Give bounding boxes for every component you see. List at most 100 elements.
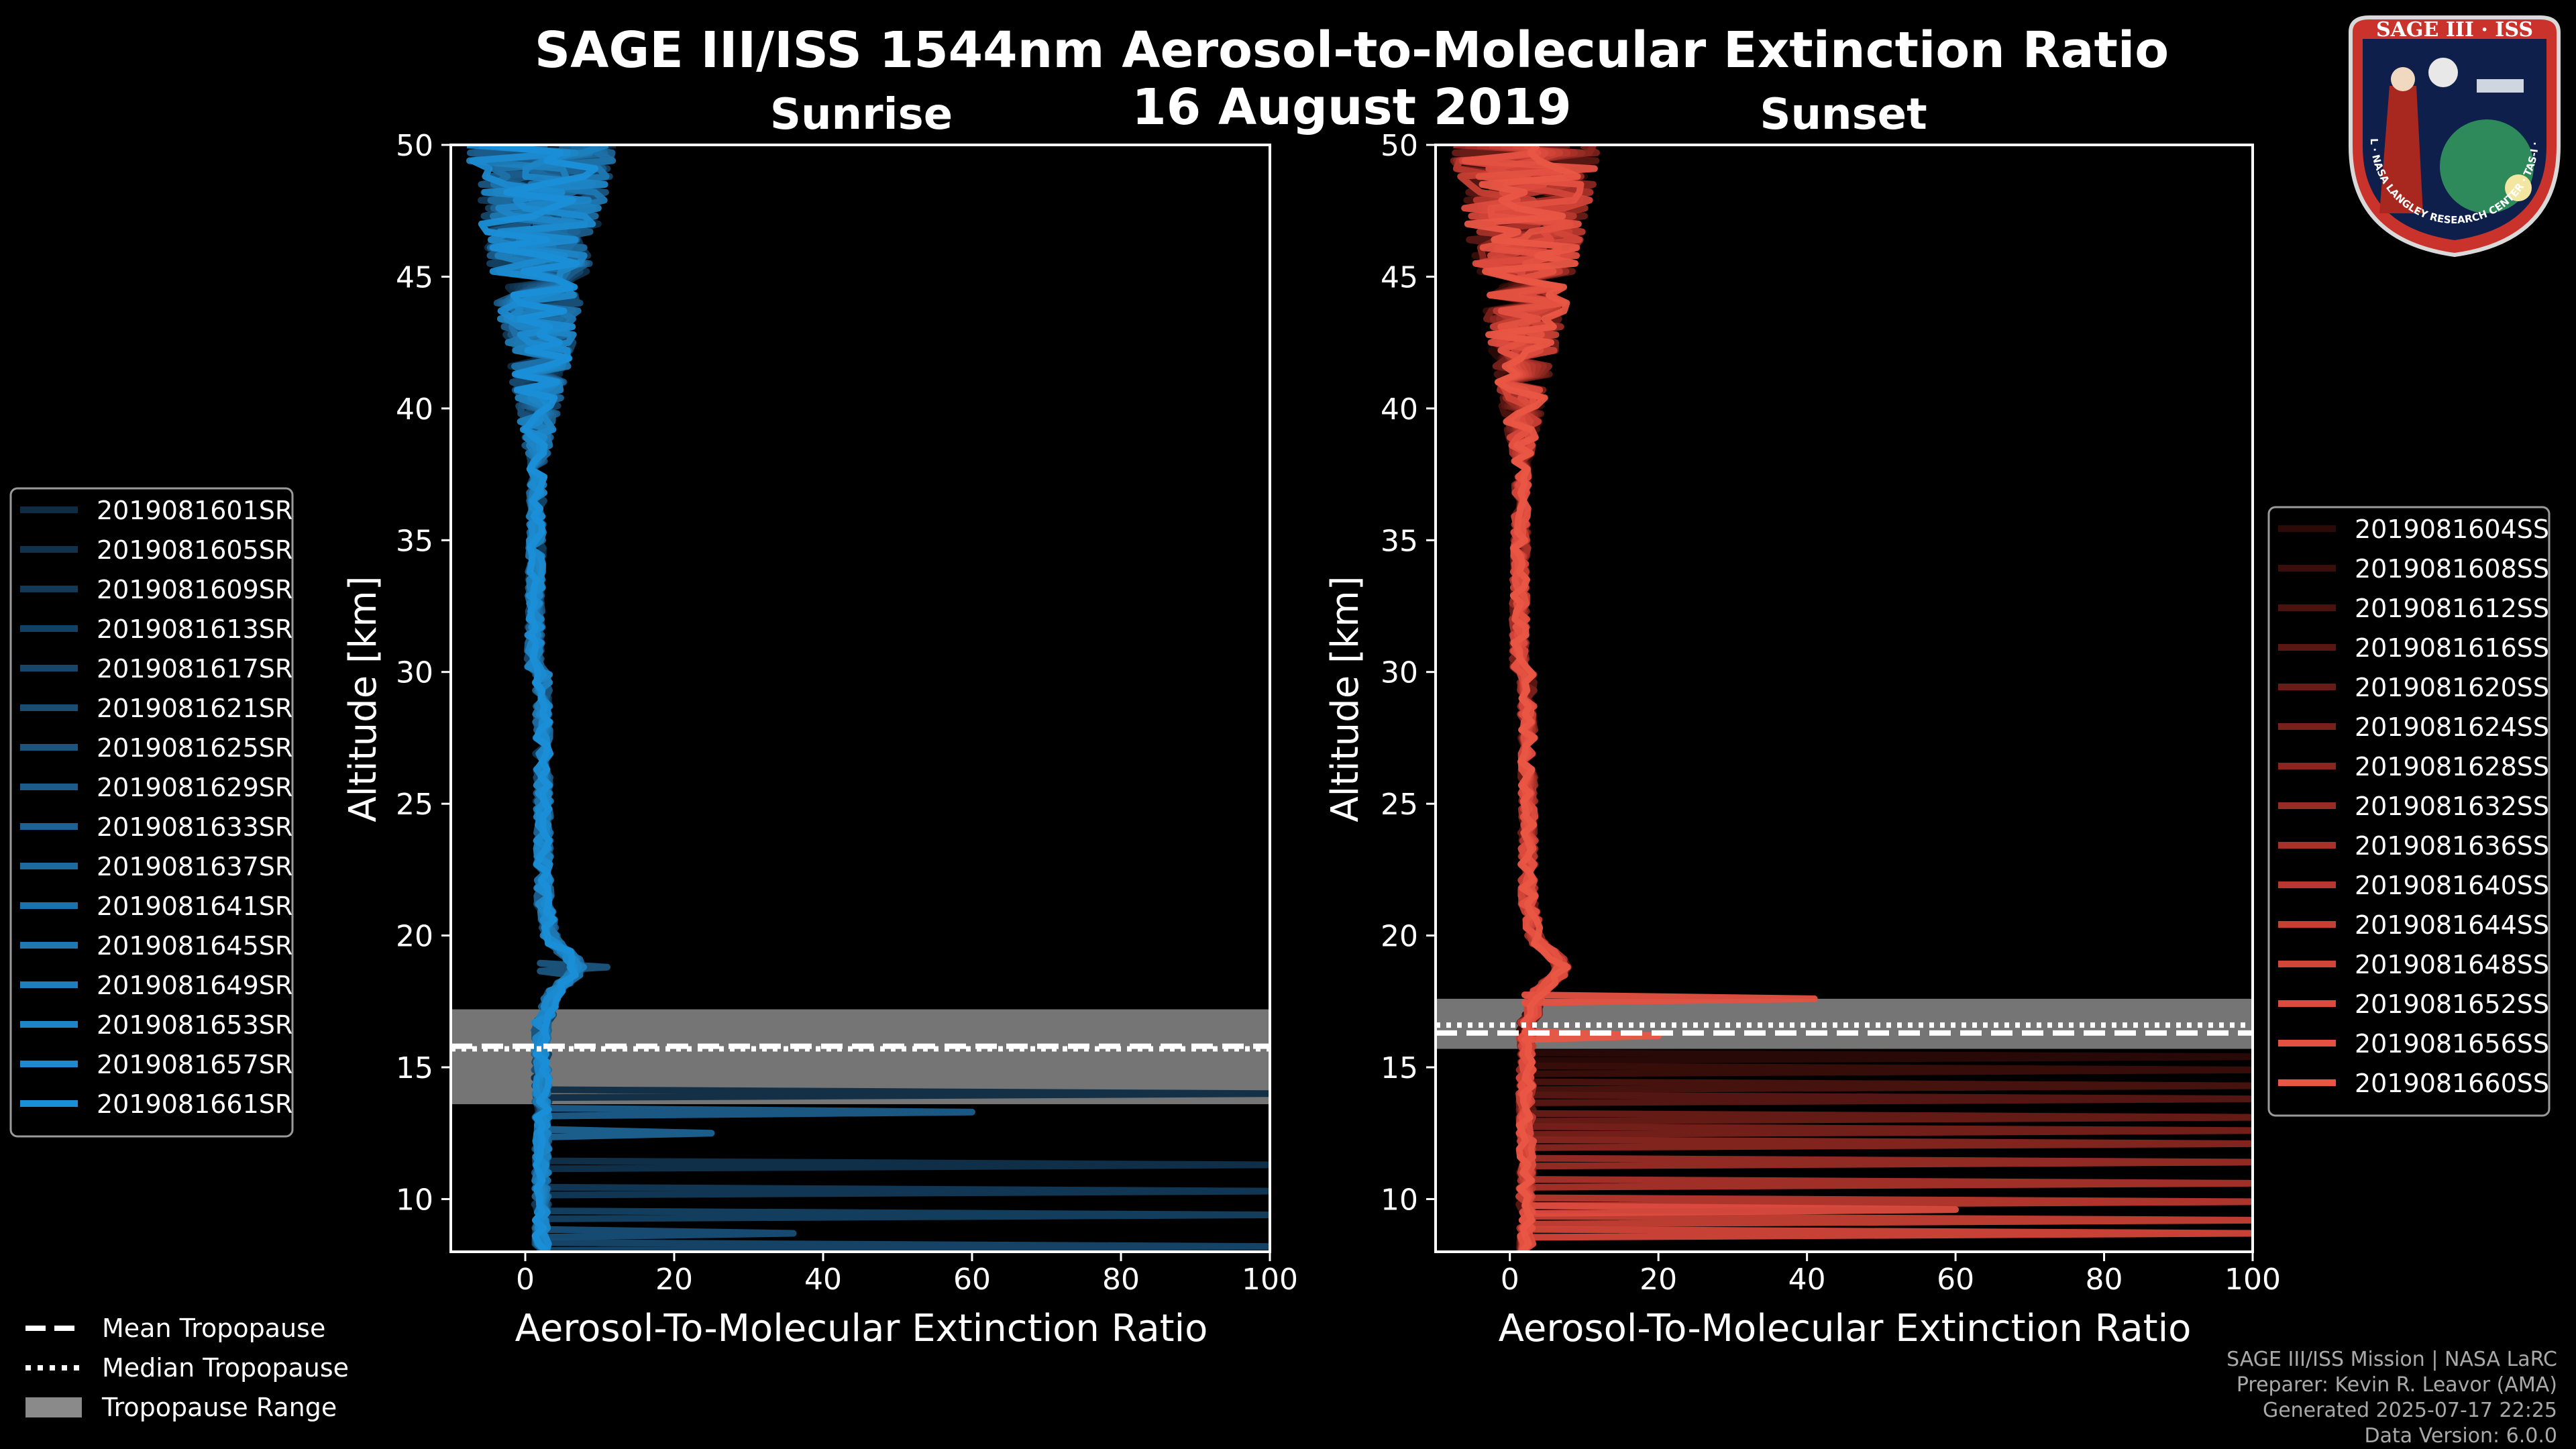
x-tick-label: 60	[1937, 1263, 1974, 1297]
wizard-figure-icon	[2379, 86, 2423, 213]
sun-icon	[2505, 174, 2532, 201]
x-tick-label: 20	[1640, 1263, 1677, 1297]
legend-item: 2019081656SS	[2355, 1029, 2549, 1059]
x-tick-label: 0	[516, 1263, 535, 1297]
legend-item: 2019081612SS	[2355, 594, 2549, 623]
profile-2019081612SS	[1463, 145, 2253, 1252]
legend-item: 2019081601SR	[97, 496, 292, 525]
y-tick-label: 30	[1381, 656, 1418, 690]
legend-item: 2019081617SR	[97, 654, 292, 684]
y-tick-label: 40	[1381, 392, 1418, 427]
sage-iii-iss-logo: SAGE III · ISS BALL · NASA LANGLEY RESEA…	[2343, 12, 2561, 258]
x-tick-label: 100	[2224, 1263, 2281, 1297]
median-tropopause-label: Median Tropopause	[102, 1353, 349, 1383]
legend-item: 2019081637SR	[97, 852, 292, 881]
x-tick-label: 40	[804, 1263, 842, 1297]
tropopause-legend: Mean Tropopause Median Tropopause Tropop…	[25, 1313, 349, 1422]
wizard-head-icon	[2391, 67, 2415, 91]
tropopause-range-label: Tropopause Range	[101, 1393, 337, 1422]
legend-item: 2019081609SR	[97, 575, 292, 604]
sunset-ticks: 0 20 40 60 80 100 10 15 20 25 30 35 40 45 50	[1381, 129, 2281, 1297]
footer-preparer: Preparer: Kevin R. Leavor (AMA)	[2237, 1373, 2557, 1397]
sunset-xlabel: Aerosol-To-Molecular Extinction Ratio	[1499, 1307, 2192, 1350]
y-tick-label: 25	[1381, 788, 1418, 822]
legend-item: 2019081660SS	[2355, 1069, 2549, 1098]
sunrise-panel: Sunrise 0 20 40 60 80 100 10 15 20 25 30 35 40 45 50 A…	[9, 90, 1298, 1350]
legend-item: 2019081620SS	[2355, 673, 2549, 702]
legend-frame	[2267, 506, 2551, 1117]
legend-item: 2019081657SR	[97, 1050, 292, 1079]
sunrise-title: Sunrise	[770, 90, 953, 140]
legend-item: 2019081624SS	[2355, 712, 2549, 742]
sunrise-profiles	[466, 145, 1270, 1252]
legend-item: 2019081605SR	[97, 535, 292, 565]
profile-2019081661SR	[478, 145, 599, 1252]
legend-item: 2019081632SS	[2355, 792, 2549, 821]
legend-item: 2019081613SR	[97, 614, 292, 644]
legend-item: 2019081616SS	[2355, 633, 2549, 663]
sunset-panel: Sunset 0 20 40 60 80 100 10 15 20 25 30 35 40 45 50 Ae…	[1324, 90, 2551, 1350]
y-tick-label: 40	[396, 392, 433, 427]
x-tick-label: 80	[2086, 1263, 2123, 1297]
legend-item: 2019081645SR	[97, 931, 292, 961]
y-tick-label: 15	[396, 1051, 433, 1085]
sunset-axes-frame	[1434, 144, 2254, 1253]
legend-item: 2019081648SS	[2355, 950, 2549, 979]
sunrise-xlabel: Aerosol-To-Molecular Extinction Ratio	[515, 1307, 1208, 1350]
legend-item: 2019081653SR	[97, 1010, 292, 1040]
mean-tropopause-label: Mean Tropopause	[102, 1313, 325, 1343]
legend-item: 2019081652SS	[2355, 989, 2549, 1019]
x-tick-label: 20	[655, 1263, 693, 1297]
legend-item: 2019081633SR	[97, 812, 292, 842]
legend-item: 2019081625SR	[97, 733, 292, 763]
legend-item: 2019081641SR	[97, 892, 292, 921]
chart-date: 16 August 2019	[1132, 78, 1572, 136]
legend-item: 2019081608SS	[2355, 554, 2549, 584]
sunset-profiles	[1450, 145, 2253, 1252]
legend-item: 2019081649SR	[97, 971, 292, 1000]
sunset-ylabel: Altitude [km]	[1324, 576, 1367, 822]
x-tick-label: 80	[1102, 1263, 1140, 1297]
legend-item: 2019081636SS	[2355, 831, 2549, 861]
sunrise-ticks: 0 20 40 60 80 100 10 15 20 25 30 35 40 45 50	[396, 129, 1298, 1297]
footer-mission: SAGE III/ISS Mission | NASA LaRC	[2226, 1348, 2557, 1371]
legend-item: 2019081621SR	[97, 694, 292, 723]
logo-top-text: SAGE III · ISS	[2376, 18, 2533, 42]
y-tick-label: 20	[1381, 920, 1418, 954]
sunrise-ylabel: Altitude [km]	[341, 576, 385, 822]
legend-item: 2019081661SR	[97, 1089, 292, 1119]
legend-item: 2019081629SR	[97, 773, 292, 802]
sunset-legend: 2019081604SS 2019081608SS 2019081612SS 2019…	[2267, 506, 2551, 1117]
tropopause-range-swatch	[25, 1397, 82, 1417]
y-tick-label: 30	[396, 656, 433, 690]
moon-icon	[2428, 58, 2458, 87]
x-tick-label: 0	[1501, 1263, 1519, 1297]
y-tick-label: 20	[396, 920, 433, 954]
footer-generated: Generated 2025-07-17 22:25	[2263, 1399, 2557, 1422]
y-tick-label: 45	[396, 260, 433, 294]
y-tick-label: 45	[1381, 260, 1418, 294]
sunrise-axes-frame	[449, 144, 1271, 1253]
chart-title: SAGE III/ISS 1544nm Aerosol-to-Molecular…	[535, 21, 2169, 79]
sunrise-legend: 2019081601SR 2019081605SR 2019081609SR 2019…	[9, 487, 294, 1138]
legend-item: 2019081628SS	[2355, 752, 2549, 782]
x-tick-label: 40	[1788, 1263, 1826, 1297]
y-tick-label: 10	[396, 1183, 433, 1217]
y-tick-label: 10	[1381, 1183, 1418, 1217]
y-tick-label: 35	[1381, 524, 1418, 558]
iss-station-icon	[2477, 79, 2524, 93]
y-tick-label: 15	[1381, 1051, 1418, 1085]
sunset-title: Sunset	[1760, 90, 1927, 140]
legend-item: 2019081604SS	[2355, 515, 2549, 544]
legend-frame	[9, 487, 294, 1138]
y-tick-label: 50	[1381, 129, 1418, 163]
x-tick-label: 100	[1242, 1263, 1298, 1297]
footer-version: Data Version: 6.0.0	[2365, 1424, 2557, 1448]
legend-item: 2019081640SS	[2355, 871, 2549, 900]
y-tick-label: 35	[396, 524, 433, 558]
profile-2019081660SS	[1464, 145, 1662, 1252]
y-tick-label: 25	[396, 788, 433, 822]
x-tick-label: 60	[953, 1263, 991, 1297]
y-tick-label: 50	[396, 129, 433, 163]
